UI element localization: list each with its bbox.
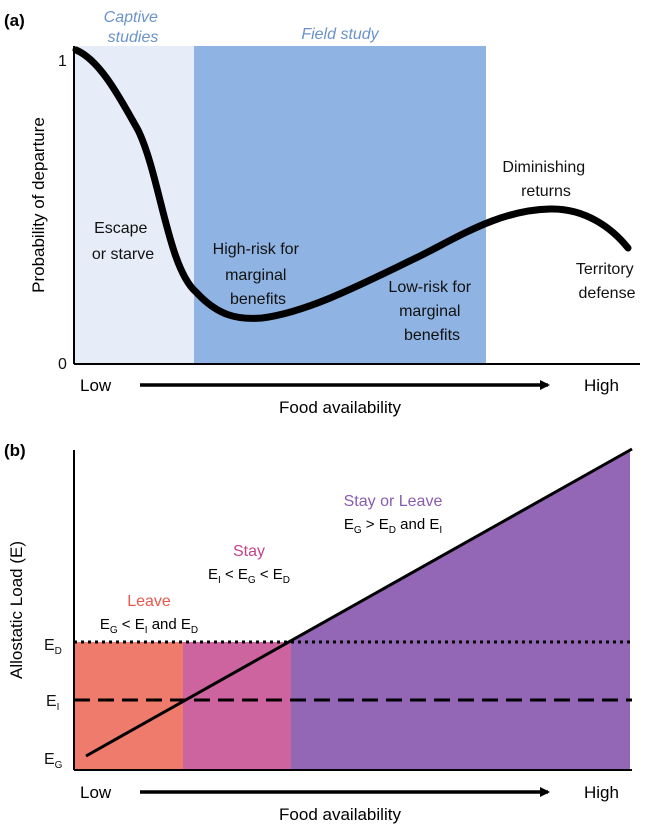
panel-a-tag: (a) [4, 11, 25, 30]
stay-label: Stay [233, 543, 265, 560]
panel-a-x-low: Low [80, 376, 112, 395]
panel-b-ytick-EI: EI [46, 693, 59, 713]
stay-or-leave-condition: EG > ED and EI [344, 516, 442, 536]
panel-a: (a) Captive studies Field study 1 0 Prob… [4, 9, 640, 417]
panel-b-ytick-EG: EG [44, 751, 63, 771]
captive-studies-title: Captive studies [104, 9, 163, 46]
panel-a-ylabel: Probability of departure [29, 117, 48, 293]
annotation-territory-defense: Territory defense [576, 261, 638, 302]
stay-or-leave-region [291, 449, 630, 770]
stay-region [183, 642, 291, 770]
stay-condition: EI < EG < ED [208, 566, 290, 586]
leave-region [74, 642, 183, 770]
annotation-low-risk: Low-risk for marginal benefits [388, 279, 475, 344]
panel-a-ytick-0: 0 [58, 356, 67, 373]
leave-condition: EG < EI and ED [100, 616, 198, 636]
panel-b: (b) ED EI EG Allostatic Load (E) Leave E… [4, 441, 633, 824]
panel-b-ylabel: Allostatic Load (E) [7, 541, 26, 679]
panel-a-x-high: High [584, 376, 619, 395]
panel-b-xlabel: Food availability [279, 805, 401, 824]
panel-a-ytick-1: 1 [58, 53, 67, 70]
allostatic-load-line [85, 447, 633, 758]
panel-b-x-high: High [584, 783, 619, 802]
captive-studies-region [74, 46, 194, 364]
departure-probability-curve [72, 46, 632, 322]
stay-or-leave-label: Stay or Leave [344, 493, 443, 510]
panel-a-xlabel: Food availability [279, 398, 401, 417]
panel-b-x-low: Low [80, 783, 112, 802]
annotation-high-risk: High-risk for marginal benefits [213, 241, 304, 308]
panel-b-tag: (b) [4, 441, 26, 460]
leave-label: Leave [127, 593, 171, 610]
panel-b-ytick-ED: ED [44, 637, 62, 657]
annotation-diminishing-returns: Diminishing returns [502, 159, 589, 200]
annotation-escape-or-starve: Escape or starve [92, 220, 154, 263]
field-study-title: Field study [301, 26, 379, 43]
field-study-region [194, 46, 486, 364]
